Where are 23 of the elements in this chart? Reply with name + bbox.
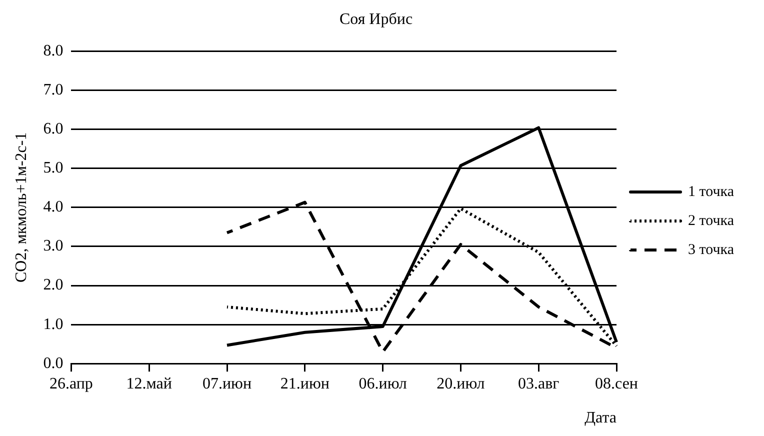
y-tick-label: 8.0 xyxy=(43,42,64,60)
y-tick-label: 2.0 xyxy=(43,276,64,294)
y-tick-label: 3.0 xyxy=(43,238,64,255)
y-tick-label: 4.0 xyxy=(43,198,64,216)
x-tick-label: 20.июл xyxy=(436,375,485,392)
x-tick-label: 07.июн xyxy=(202,375,252,392)
x-axis-title: Дата xyxy=(584,410,617,427)
x-tick-label: 26.апр xyxy=(49,375,93,392)
y-tick-label: 6.0 xyxy=(43,120,64,138)
legend-label: 1 точка xyxy=(688,184,734,200)
y-axis-title: CO2, мкмоль+1м-2с-1 xyxy=(12,132,30,283)
y-tick-label: 5.0 xyxy=(43,160,64,177)
legend-label: 2 точка xyxy=(688,212,734,229)
legend-label: 3 точка xyxy=(688,242,734,258)
x-tick-label: 03.авг xyxy=(518,375,560,392)
x-tick-label: 08.сен xyxy=(595,375,638,392)
x-tick-label: 12.май xyxy=(126,375,172,392)
y-tick-label: 0.0 xyxy=(43,354,64,372)
x-tick-label: 06.июл xyxy=(358,375,407,392)
chart-title: Соя Ирбис xyxy=(339,10,413,28)
x-tick-label: 21.июн xyxy=(280,375,330,392)
y-tick-label: 7.0 xyxy=(43,81,64,98)
y-tick-label: 1.0 xyxy=(43,316,64,333)
